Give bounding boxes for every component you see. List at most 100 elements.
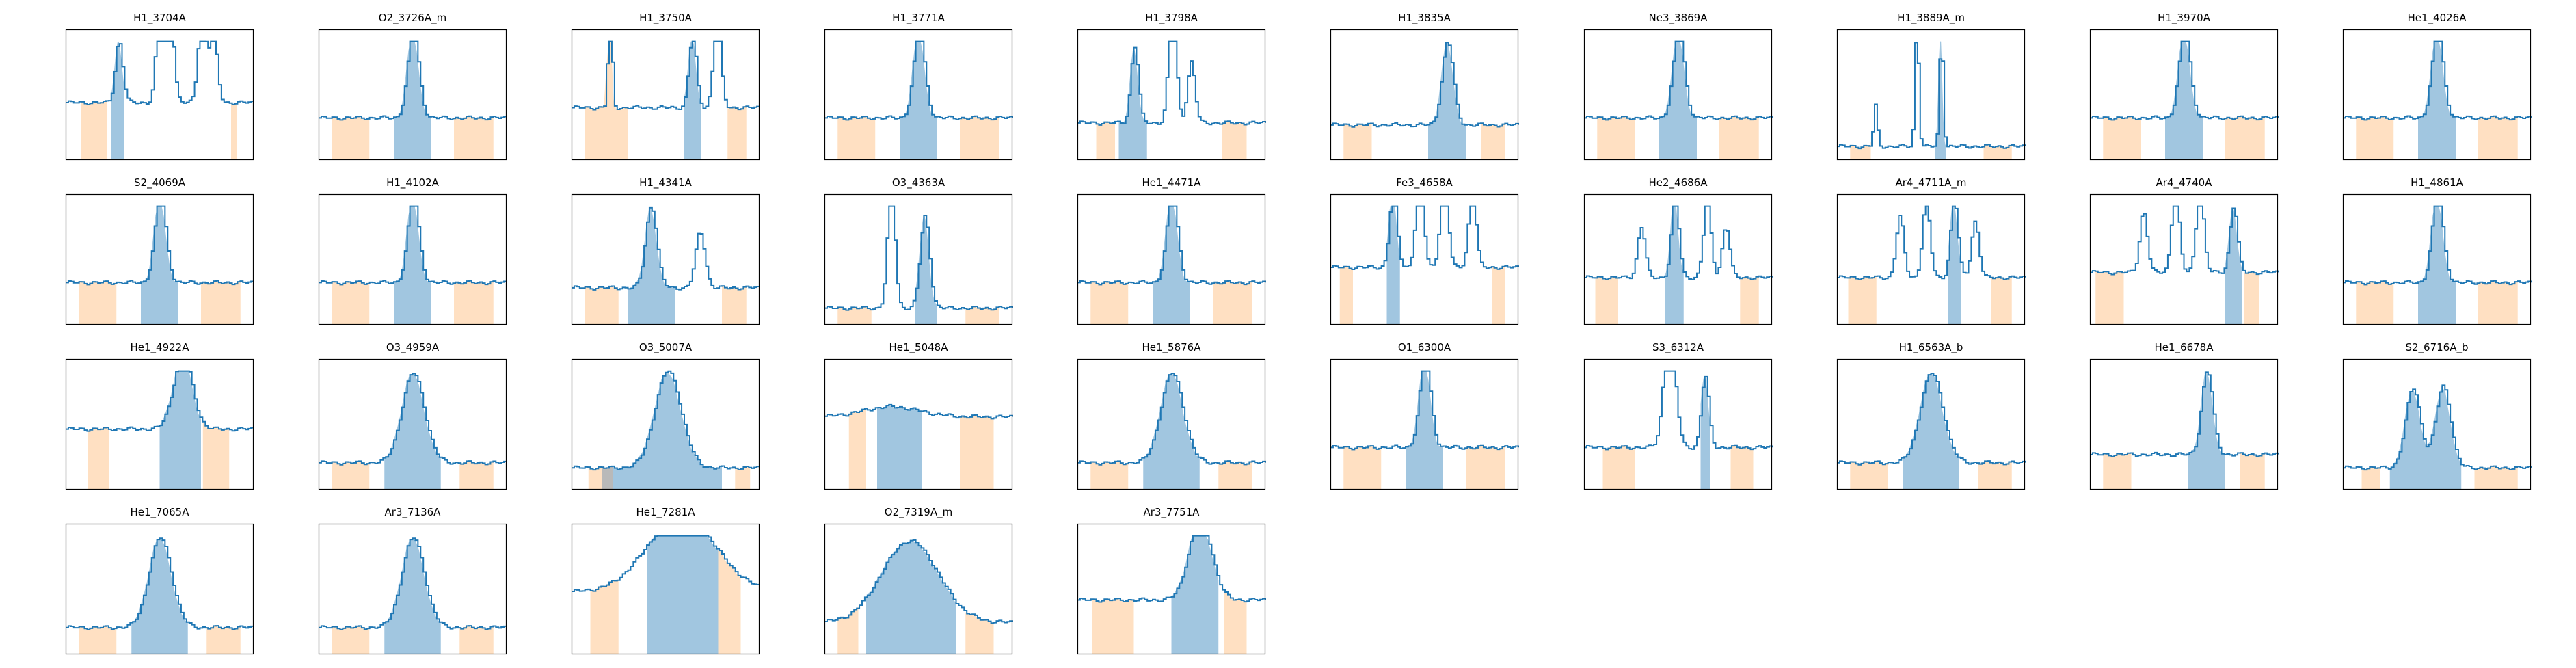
plot-area: [824, 193, 1013, 325]
flux-line: [1330, 42, 1519, 128]
flux-line: [572, 206, 760, 291]
continuum-band: [1224, 591, 1247, 654]
plot-area: [824, 358, 1013, 490]
continuum-band: [2225, 116, 2265, 160]
line-band: [1665, 206, 1684, 325]
flux-line: [1330, 370, 1519, 451]
plot-area: [1330, 358, 1519, 490]
axes-frame: [1583, 29, 1773, 161]
axes-frame: [318, 193, 507, 325]
plot-area: [2342, 358, 2532, 490]
plot-area: [65, 358, 254, 490]
plot-area: [1077, 523, 1266, 655]
spectrum-panel: H1_4102A: [318, 176, 507, 325]
axes-frame: [318, 29, 507, 161]
continuum-band: [1850, 141, 1871, 160]
axes-frame: [2342, 193, 2532, 325]
continuum-band: [848, 408, 866, 490]
spectrum-panel: O2_7319A_m: [824, 506, 1013, 655]
spectrum-panel: S2_6716A_b: [2342, 341, 2532, 490]
continuum-band: [718, 550, 741, 654]
continuum-band: [81, 101, 107, 160]
flux-line: [66, 205, 254, 286]
axes-frame: [824, 358, 1013, 490]
line-band: [1428, 41, 1466, 160]
spectrum-panel: He1_4471A: [1077, 176, 1266, 325]
continuum-band: [727, 106, 747, 160]
axes-frame: [2089, 193, 2279, 325]
continuum-band: [1597, 116, 1635, 160]
plot-area: [1077, 358, 1266, 490]
spectrum-panel: O1_6300A: [1330, 341, 1519, 490]
continuum-band: [1719, 116, 1759, 160]
flux-line: [572, 40, 760, 111]
plot-area: [65, 193, 254, 325]
plot-area: [318, 29, 507, 161]
axes-frame: [824, 193, 1013, 325]
spectrum-panel: He1_7065A: [65, 506, 254, 655]
line-band: [2188, 371, 2225, 490]
line-band: [141, 206, 178, 325]
plot-area: [1077, 29, 1266, 161]
spectrum-panel: S2_4069A: [65, 176, 254, 325]
continuum-band: [1850, 461, 1888, 490]
flux-line: [1077, 373, 1266, 466]
panel-title: S2_4069A: [134, 176, 185, 189]
continuum-band: [454, 116, 494, 160]
flux-line: [824, 205, 1013, 311]
continuum-band: [2478, 280, 2518, 325]
panel-title: O2_3726A_m: [378, 12, 447, 24]
spectrum-panel: Ar3_7136A: [318, 506, 507, 655]
flux-line: [2343, 205, 2532, 286]
continuum-band: [1466, 445, 1505, 490]
flux-line: [1837, 42, 2026, 150]
spectrum-panel: O2_3726A_m: [318, 12, 507, 161]
flux-line: [66, 40, 254, 106]
panel-title: O3_5007A: [639, 341, 693, 353]
spectrum-panel: H1_4861A: [2342, 176, 2532, 325]
flux-line: [1584, 40, 1773, 121]
panel-title: He1_5048A: [889, 341, 948, 353]
spectrum-panel: He1_6678A: [2089, 341, 2279, 490]
continuum-band: [1213, 280, 1252, 325]
spectrum-panel: H1_3970A: [2089, 12, 2279, 161]
flux-line: [2343, 40, 2532, 121]
plot-area: [824, 523, 1013, 655]
plot-area: [65, 29, 254, 161]
panel-title: H1_3771A: [892, 12, 945, 24]
continuum-band: [206, 625, 241, 654]
continuum-band: [1602, 445, 1635, 490]
axes-frame: [1836, 358, 2026, 490]
spectrum-panel: H1_3889A_m: [1836, 12, 2026, 161]
continuum-band: [2478, 116, 2518, 160]
panel-title: H1_3835A: [1398, 12, 1451, 24]
plot-area: [571, 358, 760, 490]
panel-title: He1_5876A: [1142, 341, 1201, 353]
axes-frame: [1077, 193, 1266, 325]
axes-frame: [2089, 29, 2279, 161]
plot-area: [1583, 29, 1773, 161]
spectrum-panel: H1_3835A: [1330, 12, 1519, 161]
continuum-band: [1730, 445, 1754, 490]
axes-frame: [65, 523, 254, 655]
panel-title: He1_6678A: [2154, 341, 2214, 353]
line-band: [1171, 535, 1219, 654]
flux-line: [572, 370, 760, 471]
plot-area: [2089, 193, 2279, 325]
continuum-band: [2356, 116, 2394, 160]
panel-title: O2_7319A_m: [884, 506, 953, 518]
spectrum-panel: O3_4959A: [318, 341, 507, 490]
line-band: [1118, 49, 1147, 160]
continuum-band: [79, 626, 117, 654]
continuum-band: [1343, 123, 1372, 160]
panel-title: H1_4341A: [639, 176, 692, 189]
panel-title: He2_4686A: [1648, 176, 1708, 189]
continuum-band: [1481, 123, 1505, 160]
plot-area: [318, 358, 507, 490]
flux-line: [1330, 205, 1519, 271]
panel-title: H1_4861A: [2411, 176, 2463, 189]
axes-frame: [1077, 523, 1266, 655]
plot-area: [1583, 358, 1773, 490]
continuum-band: [2240, 453, 2265, 490]
